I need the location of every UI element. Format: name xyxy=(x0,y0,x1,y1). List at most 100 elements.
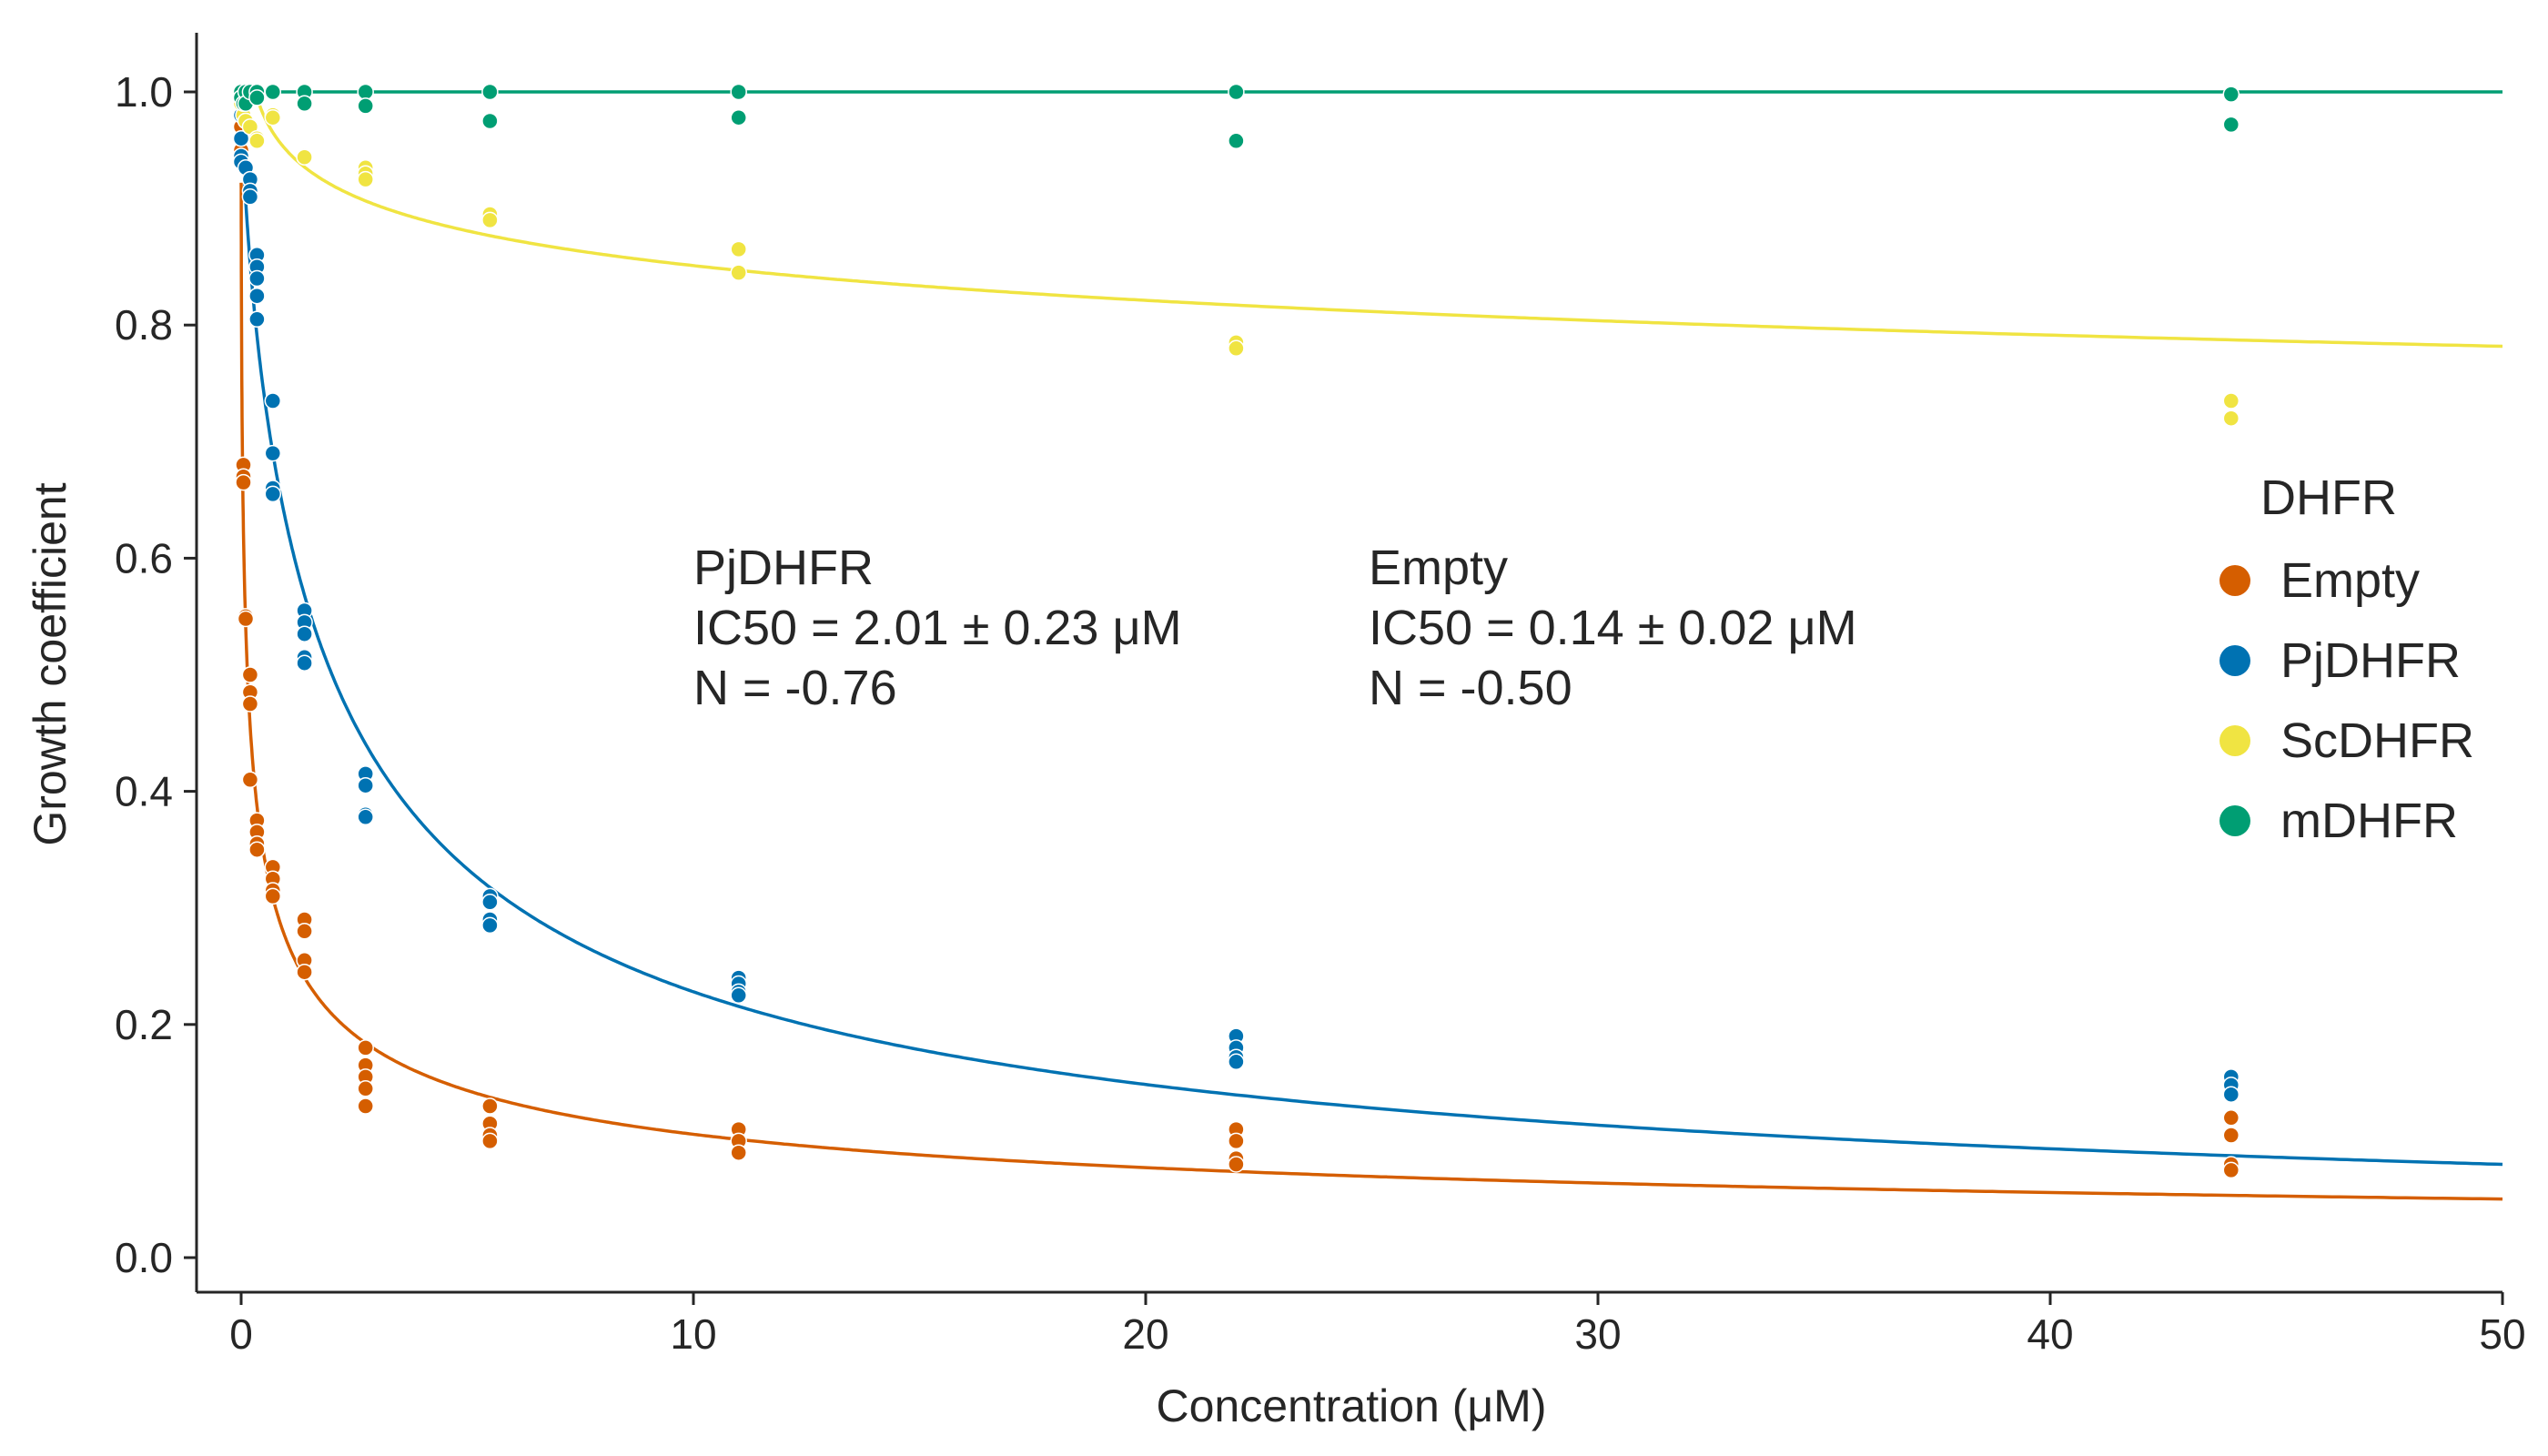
data-point xyxy=(2222,1109,2240,1127)
y-axis-title: Growth coefficient xyxy=(25,482,76,845)
fit-curve-pjdhfr xyxy=(239,92,2503,1167)
y-tick-label: 0.6 xyxy=(115,534,173,581)
y-tick-label: 0.4 xyxy=(115,768,173,815)
data-point xyxy=(264,392,282,410)
data-point xyxy=(730,264,747,281)
data-point xyxy=(2222,410,2240,427)
data-point xyxy=(296,95,313,113)
series-empty xyxy=(232,83,2240,1179)
data-point xyxy=(2222,392,2240,410)
data-point xyxy=(1228,83,1245,101)
data-point xyxy=(730,108,747,126)
data-point xyxy=(357,97,374,115)
x-axis-title: Concentration (μM) xyxy=(1157,1380,1547,1431)
series-mdhfr xyxy=(232,83,2240,150)
annotation-empty-line-3: N = -0.50 xyxy=(1369,661,1572,715)
y-ticks: 0.0 0.2 0.4 0.6 0.8 1.0 xyxy=(115,68,197,1281)
legend-label-mdhfr: mDHFR xyxy=(2280,794,2458,848)
y-tick-label: 1.0 xyxy=(115,68,173,116)
data-point xyxy=(1228,1156,1245,1173)
data-point xyxy=(248,841,266,858)
data-point xyxy=(357,776,374,794)
data-point xyxy=(1228,1053,1245,1071)
annotation-pjdhfr-line-3: N = -0.76 xyxy=(693,661,897,715)
data-point xyxy=(2222,1127,2240,1144)
data-point xyxy=(241,695,259,713)
data-point xyxy=(357,1080,374,1097)
legend: DHFR Empty PjDHFR ScDHFR mDHFR xyxy=(2219,470,2474,848)
data-point xyxy=(264,485,282,503)
legend-marker-empty xyxy=(2219,565,2250,596)
legend-marker-scdhfr xyxy=(2219,725,2250,756)
data-point xyxy=(1228,339,1245,358)
data-point xyxy=(730,83,747,101)
data-point xyxy=(481,916,499,935)
data-point xyxy=(357,170,374,188)
y-tick-label: 0.2 xyxy=(115,1001,173,1048)
x-tick-label: 40 xyxy=(2027,1310,2073,1358)
data-point xyxy=(264,108,282,126)
data-point xyxy=(248,287,266,305)
x-tick-label: 50 xyxy=(2479,1310,2525,1358)
data-point xyxy=(481,83,499,101)
legend-title: DHFR xyxy=(2260,470,2397,525)
annotation-empty: Empty IC50 = 0.14 ± 0.02 μM N = -0.50 xyxy=(1369,541,1857,715)
legend-marker-mdhfr xyxy=(2219,805,2250,836)
fit-curve-scdhfr xyxy=(241,90,2503,349)
scatter-points xyxy=(232,83,2240,1179)
data-point xyxy=(2222,116,2240,134)
y-tick-label: 0.8 xyxy=(115,301,173,349)
data-point xyxy=(1228,132,1245,150)
series-pjdhfr xyxy=(232,89,2240,1103)
annotation-pjdhfr-line-1: PjDHFR xyxy=(693,541,874,595)
data-point xyxy=(730,986,747,1005)
data-point xyxy=(2222,1086,2240,1103)
data-point xyxy=(264,444,282,462)
legend-marker-pjdhfr xyxy=(2219,645,2250,676)
data-point xyxy=(730,1144,747,1161)
data-point xyxy=(357,1097,374,1115)
data-point xyxy=(357,83,374,101)
x-tick-label: 0 xyxy=(229,1310,253,1358)
data-point xyxy=(235,473,252,491)
data-point xyxy=(730,240,747,258)
data-point xyxy=(1228,1132,1245,1150)
x-tick-label: 10 xyxy=(670,1310,716,1358)
data-point xyxy=(481,1132,499,1150)
data-point xyxy=(248,132,266,150)
data-point xyxy=(296,963,313,981)
data-point xyxy=(481,112,499,130)
axes xyxy=(195,33,2502,1294)
data-point xyxy=(481,894,499,911)
data-point xyxy=(2222,1161,2240,1179)
data-point xyxy=(241,188,259,206)
annotation-empty-line-1: Empty xyxy=(1369,541,1508,595)
data-point xyxy=(481,1097,499,1115)
legend-label-pjdhfr: PjDHFR xyxy=(2280,633,2461,688)
data-point xyxy=(248,310,266,329)
annotation-empty-line-2: IC50 = 0.14 ± 0.02 μM xyxy=(1369,601,1857,655)
data-point xyxy=(248,89,266,106)
y-tick-label: 0.0 xyxy=(115,1234,173,1281)
x-ticks: 0 10 20 30 40 50 xyxy=(229,1292,2526,1358)
data-point xyxy=(296,923,313,940)
x-tick-label: 30 xyxy=(1574,1310,1621,1358)
data-point xyxy=(2222,86,2240,103)
x-tick-label: 20 xyxy=(1122,1310,1168,1358)
data-point xyxy=(296,625,313,642)
legend-label-empty: Empty xyxy=(2280,553,2420,608)
annotation-pjdhfr-line-2: IC50 = 2.01 ± 0.23 μM xyxy=(693,601,1182,655)
data-point xyxy=(237,610,255,628)
legend-label-scdhfr: ScDHFR xyxy=(2280,713,2474,768)
data-point xyxy=(357,808,374,826)
data-point xyxy=(481,211,499,229)
data-point xyxy=(241,666,259,683)
data-point xyxy=(296,148,313,166)
data-point xyxy=(241,771,259,789)
data-point xyxy=(357,1039,374,1057)
data-point xyxy=(248,269,266,288)
data-point xyxy=(264,887,282,905)
data-point xyxy=(296,654,313,672)
annotation-pjdhfr: PjDHFR IC50 = 2.01 ± 0.23 μM N = -0.76 xyxy=(693,541,1182,715)
